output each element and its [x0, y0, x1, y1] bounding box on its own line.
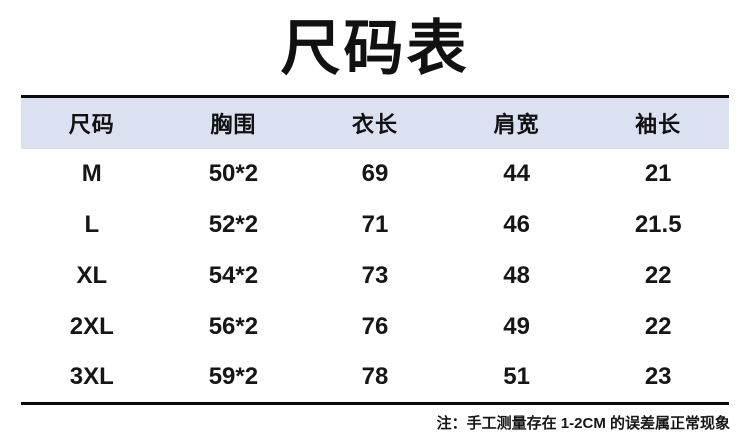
table-cell: 54*2 [208, 262, 259, 289]
footnote: 注：手工测量存在 1-2CM 的误差属正常现象 [436, 415, 730, 432]
table-cell: L [84, 211, 100, 238]
table-row-2xl: 2XL 56*2 76 49 22 [21, 302, 729, 353]
header-cell-length: 衣长 [304, 96, 446, 149]
table-row-m: M 50*2 69 44 21 [21, 149, 729, 200]
page-title: 尺码表 [280, 13, 470, 84]
table-cell: 59*2 [208, 363, 259, 391]
table-cell: 2XL [69, 313, 114, 340]
table-cell: 76 [361, 313, 389, 340]
table-cell: 51 [503, 363, 530, 391]
table-cell: 3XL [69, 363, 114, 391]
header-cell-size: 尺码 [21, 96, 163, 149]
table-cell: 71 [361, 211, 389, 238]
table-cell: 69 [361, 160, 389, 187]
table-cell: 50*2 [208, 160, 259, 187]
header-cell-shoulder: 肩宽 [445, 96, 588, 149]
size-table: 尺码 胸围 衣长 肩宽 袖长 M 50*2 69 44 21 L 52*2 71… [21, 95, 729, 405]
table-row-l: L 52*2 71 46 21.5 [21, 200, 729, 251]
header-cell-chest: 胸围 [162, 96, 305, 149]
table-row-xl: XL 54*2 73 48 22 [21, 251, 729, 302]
table-cell: 48 [503, 262, 530, 289]
table-cell: M [81, 160, 102, 187]
table-cell: 78 [361, 363, 389, 391]
table-cell: 22 [644, 313, 672, 340]
table-cell: 44 [503, 160, 530, 187]
table-cell: 56*2 [208, 313, 259, 340]
table-cell: 21.5 [634, 211, 682, 238]
table-cell: 52*2 [208, 211, 259, 238]
table-cell: 46 [503, 211, 530, 238]
table-header-row: 尺码 胸围 衣长 肩宽 袖长 [21, 96, 729, 149]
table-cell: 22 [644, 262, 672, 289]
header-cell-sleeve: 袖长 [587, 96, 729, 149]
table-cell: 23 [644, 363, 672, 391]
table-cell: 73 [361, 262, 389, 289]
table-cell: 21 [644, 160, 672, 187]
table-cell: XL [76, 262, 108, 289]
table-cell: 49 [503, 313, 530, 340]
table-row-3xl: 3XL 59*2 78 51 23 [21, 353, 729, 404]
